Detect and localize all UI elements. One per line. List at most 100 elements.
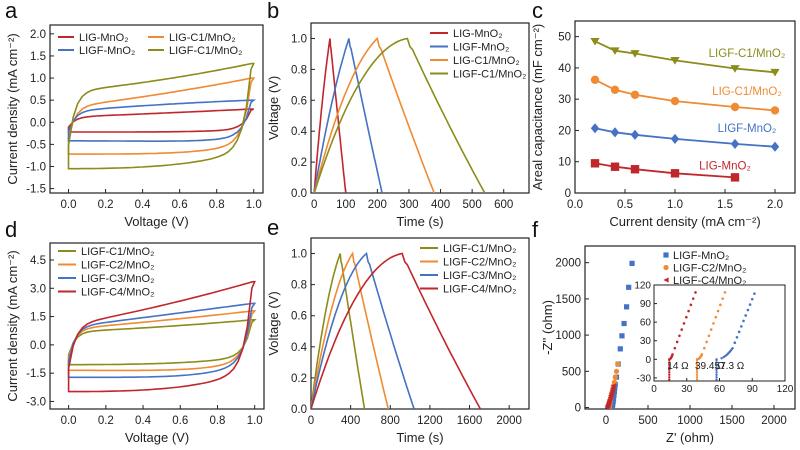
series-LIGF-C4/MnO2 <box>67 280 256 393</box>
y-tick-label: 3.0 <box>30 283 46 295</box>
plot-area <box>67 62 256 170</box>
x-tick-label: 500 <box>463 199 482 211</box>
y-tick-label: 50 <box>558 32 571 44</box>
inset-point <box>746 308 750 312</box>
inset-point <box>737 330 741 334</box>
y-tick-label: 0.2 <box>291 373 307 385</box>
y-tick-label: 1.0 <box>291 249 307 261</box>
data-point <box>670 133 680 144</box>
inset-point <box>694 291 697 294</box>
y-tick-label: -3.0 <box>26 396 46 408</box>
x-tick-label: 1.0 <box>246 199 262 211</box>
inset-point <box>715 358 718 361</box>
plot-frame <box>310 22 530 194</box>
plot-area <box>313 36 486 193</box>
x-tick-label: 0.0 <box>61 199 77 211</box>
inset-point <box>707 334 711 338</box>
data-point <box>630 165 640 174</box>
inset-point <box>715 361 718 364</box>
data-point <box>615 361 621 367</box>
y-tick-label: -1.5 <box>26 184 46 196</box>
y-tick-label: 1500 <box>555 294 581 306</box>
inset-point <box>715 378 718 381</box>
inset-x-tick-label: 90 <box>747 384 759 395</box>
legend-marker <box>663 264 669 271</box>
legend-label: LIGF-C2/MnO₂ <box>673 263 746 275</box>
y-tick-label: 2.0 <box>30 29 46 41</box>
data-point <box>610 383 616 389</box>
y-tick-label: 500 <box>562 366 581 378</box>
inset-point <box>671 353 674 356</box>
series-LIG-C1/MnO2 <box>67 77 256 155</box>
inset-point <box>723 291 727 294</box>
inset-point <box>668 363 671 367</box>
y-axis-label: Current density (mA cm⁻²) <box>5 33 20 184</box>
plot-area <box>311 251 482 409</box>
data-point <box>670 57 680 65</box>
panel-d: d 0.0 0.2 0.4 0.6 0.8 1.0 -3.0 -1.5 0.0 1.5 3.0 4.5 V… <box>5 217 265 445</box>
y-tick-label: -1.5 <box>26 368 46 380</box>
data-point <box>670 96 680 106</box>
inset-point <box>744 314 747 317</box>
y-tick-label: 1.0 <box>291 33 307 45</box>
plot-area <box>604 260 635 409</box>
plot-frame <box>49 242 265 410</box>
inset-y-tick-label: 120 <box>634 281 651 292</box>
legend-label: LIGF-C3/MnO₂ <box>81 273 154 285</box>
inset-x-tick-label: 30 <box>681 384 693 395</box>
inset-point <box>695 368 699 372</box>
panel-label: c <box>532 0 543 23</box>
y-tick-label: 1.0 <box>30 73 46 85</box>
inset-y-tick-label: -30 <box>637 373 652 384</box>
inset-point <box>668 368 671 372</box>
data-point <box>626 284 632 290</box>
inset-annotation: 57.3 Ω <box>715 361 745 372</box>
series-LIGF-C1/MnO2 <box>67 62 255 170</box>
data-point <box>610 162 620 171</box>
data-point <box>610 47 620 55</box>
x-tick-label: 200 <box>368 199 387 211</box>
panel-label: b <box>267 0 279 23</box>
inset-y-tick-label: 30 <box>640 336 652 347</box>
x-tick-label: 2000 <box>761 415 787 427</box>
y-tick-label: 30 <box>558 94 571 106</box>
x-tick-label: 400 <box>341 415 360 427</box>
x-tick-label: 0 <box>311 199 317 211</box>
y-tick-label: 0.6 <box>291 95 307 107</box>
inset-point <box>668 376 671 379</box>
y-tick-label: 0.4 <box>291 342 308 354</box>
series-LIG-MnO2 <box>67 108 255 133</box>
legend-marker <box>663 277 669 283</box>
y-axis-label: Areal capacitance (mF cm⁻²) <box>530 24 545 191</box>
series-label: LIG-C1/MnO₂ <box>712 86 782 98</box>
inset-y-tick-label: 0 <box>645 355 651 366</box>
y-tick-label: 1.5 <box>30 312 46 324</box>
y-axis-label: Voltage (V) <box>266 76 281 140</box>
y-axis-label: Current density (mA cm⁻²) <box>5 250 20 401</box>
inset-point <box>753 292 756 295</box>
data-point <box>770 141 780 152</box>
data-point <box>590 37 600 46</box>
data-point <box>670 169 680 178</box>
inset-point <box>712 322 715 325</box>
y-tick-label: 1.5 <box>30 51 46 63</box>
x-tick-label: 100 <box>336 199 355 211</box>
inset-point <box>695 366 699 369</box>
data-point <box>730 138 740 149</box>
inset-point <box>721 297 724 300</box>
x-tick-label: 1200 <box>417 415 443 427</box>
data-point <box>619 333 625 339</box>
series-LIGF-MnO2 <box>67 99 256 142</box>
inset-y-tick-label: 60 <box>640 318 652 329</box>
legend-label: LIGF-C4/MnO₂ <box>673 275 746 287</box>
plot-frame <box>49 24 264 194</box>
x-tick-label: 600 <box>494 199 513 211</box>
y-tick-label: 0.8 <box>291 64 307 76</box>
x-tick-label: 1000 <box>677 415 703 427</box>
inset-point <box>742 319 745 323</box>
x-tick-label: 0 <box>308 415 314 427</box>
x-tick-label: 2000 <box>496 415 522 427</box>
data-point <box>590 75 600 84</box>
panel-c: c 0.0 0.5 1.0 1.5 2.0 0 10 20 30 40 50 Current densi… <box>530 0 796 229</box>
